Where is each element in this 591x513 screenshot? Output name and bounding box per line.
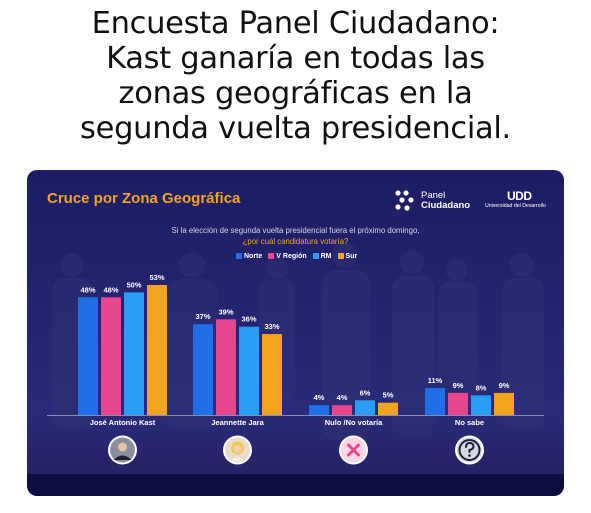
data-label-2-1: 4% (337, 393, 348, 402)
data-label-3-0: 11% (428, 376, 443, 385)
data-label-2-3: 5% (383, 391, 394, 400)
data-label-3-2: 8% (476, 383, 487, 392)
data-label-1-3: 33% (264, 322, 279, 331)
panel-ciudadano-dots-icon (395, 190, 414, 211)
udd-mark: UDD (507, 189, 532, 203)
legend-label-norte: Norte (244, 252, 263, 260)
udd-subtitle: Universidad del Desarrollo (485, 203, 546, 209)
bar-0-1 (101, 297, 121, 415)
category-label-3: No sabe (455, 418, 484, 427)
legend-label-sur: Sur (345, 252, 358, 260)
headline-line-3: zonas geográficas en la (118, 76, 473, 111)
headline: Encuesta Panel Ciudadano: Kast ganaría e… (0, 6, 591, 146)
category-label-0: José Antonio Kast (90, 418, 156, 427)
bar-2-2 (355, 400, 375, 415)
data-label-0-1: 48% (103, 285, 118, 294)
data-label-3-1: 9% (453, 381, 464, 390)
data-label-1-2: 36% (241, 315, 256, 324)
jara-avatar-face (233, 445, 242, 453)
panel-ciudadano-logo: Panel Ciudadano (394, 188, 484, 214)
bar-3-2 (471, 395, 491, 415)
background-silhouettes (52, 242, 544, 440)
data-label-2-2: 6% (360, 388, 371, 397)
panel-footer-strip (27, 474, 564, 496)
category-label-2: Nulo /No votaría (325, 418, 383, 427)
legend-swatch-v-region (268, 253, 275, 259)
chart-panel: Cruce por Zona Geográfica Panel Ciudadan… (27, 170, 564, 496)
data-label-1-1: 39% (218, 307, 233, 316)
legend-label-v-region: V Región (276, 252, 307, 260)
bar-0-3 (147, 285, 167, 415)
survey-question: Si la elección de segunda vuelta preside… (27, 225, 564, 247)
panel-title: Cruce por Zona Geográfica (47, 190, 241, 207)
bar-3-0 (425, 388, 445, 415)
bar-2-0 (309, 405, 329, 415)
bar-1-2 (239, 326, 259, 415)
data-label-3-3: 9% (499, 381, 510, 390)
data-label-0-3: 53% (149, 273, 164, 282)
card-top-strip (27, 160, 564, 170)
legend-item-v-region: V Región (268, 252, 307, 260)
headline-line-4: segunda vuelta presidencial. (80, 111, 511, 146)
question-hook (465, 441, 475, 453)
bar-3-1 (448, 392, 468, 415)
data-label-0-0: 48% (80, 285, 95, 294)
chart-legend: Norte V Región RM Sur (236, 250, 357, 262)
legend-swatch-rm (312, 253, 319, 259)
bar-3-3 (494, 392, 514, 415)
legend-item-sur: Sur (337, 252, 358, 260)
legend-item-rm: RM (312, 252, 332, 260)
data-label-1-0: 37% (195, 312, 210, 321)
udd-logo: UDD Universidad del Desarrollo (485, 188, 560, 214)
bar-0-2 (124, 292, 144, 415)
question-dot (468, 454, 471, 457)
logo-panel-text: Panel (421, 190, 446, 201)
legend-label-rm: RM (320, 252, 332, 260)
data-label-2-0: 4% (314, 393, 325, 402)
bar-2-3 (378, 402, 398, 415)
bar-1-3 (262, 334, 282, 415)
category-label-1: Jeannette Jara (211, 418, 264, 427)
legend-item-norte: Norte (236, 253, 262, 260)
data-label-0-2: 50% (126, 280, 141, 289)
bar-0-0 (78, 297, 98, 415)
kast-avatar-suit (113, 455, 132, 460)
bar-1-0 (193, 324, 213, 415)
headline-line-1: Encuesta Panel Ciudadano: (91, 6, 500, 41)
bar-1-1 (216, 319, 236, 415)
legend-swatch-sur (337, 253, 344, 259)
legend-swatch-norte (236, 253, 242, 259)
question-ring (458, 439, 481, 461)
question-line-2: ¿por cuál candidatura votaría? (242, 237, 349, 246)
jara-avatar-top (229, 457, 246, 461)
logo-ciudadano-text: Ciudadano (421, 200, 471, 211)
bar-chart: 48% 48% 50% 53% José Antonio Kast 37% 39% 36% 33… (47, 273, 544, 465)
chart-image-card[interactable]: Cruce por Zona Geográfica Panel Ciudadan… (27, 160, 564, 496)
question-line-1: Si la elección de segunda vuelta preside… (171, 226, 420, 235)
bar-2-1 (332, 405, 352, 415)
headline-line-2: Kast ganaría en todas las (106, 41, 485, 76)
cross-mark (347, 443, 360, 457)
kast-avatar-face (118, 442, 127, 452)
